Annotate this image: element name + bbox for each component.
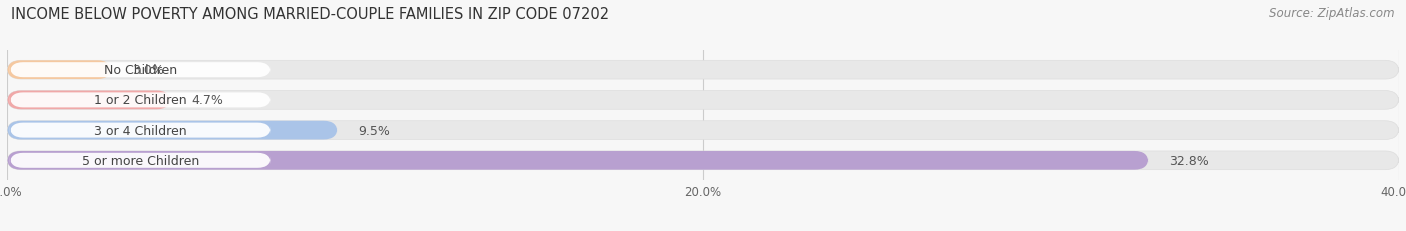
Text: Source: ZipAtlas.com: Source: ZipAtlas.com xyxy=(1270,7,1395,20)
Text: 4.7%: 4.7% xyxy=(191,94,224,107)
FancyBboxPatch shape xyxy=(7,91,170,110)
FancyBboxPatch shape xyxy=(10,123,271,138)
Text: 3 or 4 Children: 3 or 4 Children xyxy=(94,124,187,137)
FancyBboxPatch shape xyxy=(7,91,1399,110)
FancyBboxPatch shape xyxy=(7,61,1399,80)
Text: 32.8%: 32.8% xyxy=(1170,154,1209,167)
FancyBboxPatch shape xyxy=(7,121,337,140)
FancyBboxPatch shape xyxy=(7,151,1149,170)
Text: 9.5%: 9.5% xyxy=(359,124,391,137)
FancyBboxPatch shape xyxy=(10,153,271,168)
Text: 3.0%: 3.0% xyxy=(132,64,165,77)
Text: INCOME BELOW POVERTY AMONG MARRIED-COUPLE FAMILIES IN ZIP CODE 07202: INCOME BELOW POVERTY AMONG MARRIED-COUPL… xyxy=(11,7,609,22)
Text: No Children: No Children xyxy=(104,64,177,77)
FancyBboxPatch shape xyxy=(7,121,1399,140)
Text: 5 or more Children: 5 or more Children xyxy=(82,154,198,167)
Text: 1 or 2 Children: 1 or 2 Children xyxy=(94,94,187,107)
FancyBboxPatch shape xyxy=(7,151,1399,170)
FancyBboxPatch shape xyxy=(10,63,271,78)
FancyBboxPatch shape xyxy=(7,61,111,80)
FancyBboxPatch shape xyxy=(10,93,271,108)
